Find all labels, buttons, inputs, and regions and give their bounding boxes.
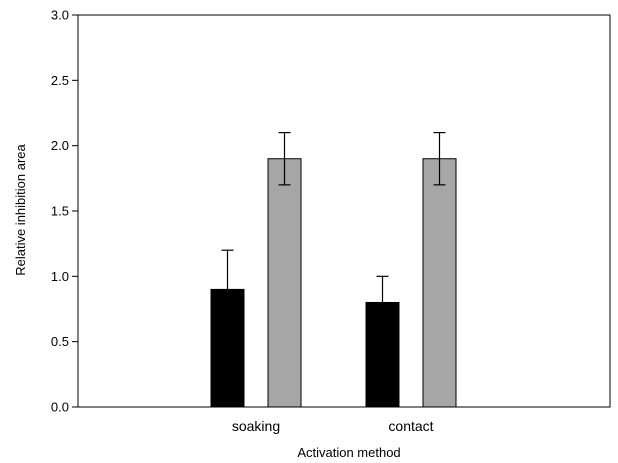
y-tick-label: 2.0: [51, 138, 69, 153]
bars-group: [210, 132, 457, 408]
x-axis-categories: soaking contact: [232, 418, 434, 434]
x-category-label: contact: [388, 418, 433, 434]
bar: [210, 288, 245, 408]
y-tick-label: 1.5: [51, 204, 69, 219]
y-tick-label: 1.0: [51, 269, 69, 284]
y-tick-label: 3.0: [51, 8, 69, 23]
x-category-label: soaking: [232, 418, 280, 434]
y-tick-label: 0.0: [51, 400, 69, 415]
y-axis-title: Relative inhibition area: [13, 143, 28, 275]
y-tick-label: 0.5: [51, 334, 69, 349]
bar: [422, 158, 457, 408]
x-axis-title: Activation method: [297, 445, 400, 460]
bar: [267, 158, 302, 408]
plot-frame: [77, 14, 611, 408]
plot-border: [77, 14, 611, 408]
y-axis: 0.0 0.5 1.0 1.5 2.0 2.5 3.0: [51, 8, 78, 415]
bar: [365, 301, 400, 408]
y-tick-label: 2.5: [51, 73, 69, 88]
